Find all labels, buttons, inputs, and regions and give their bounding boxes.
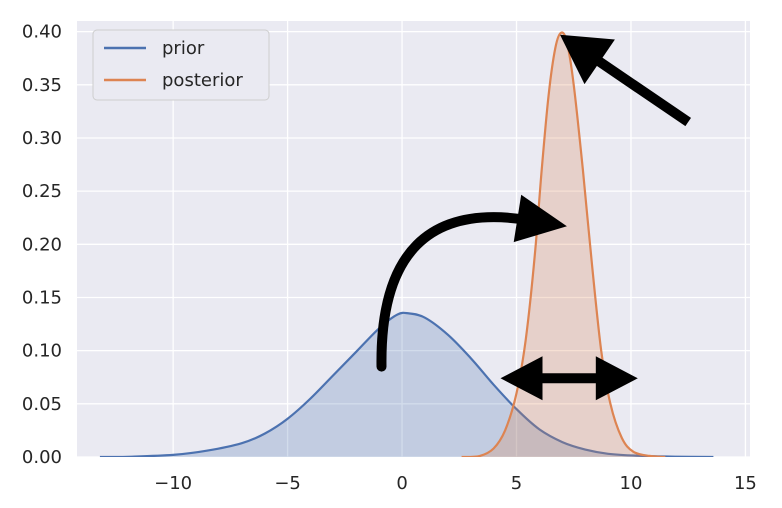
x-tick-label: 5: [511, 473, 522, 494]
tick-labels: −10 −5 0 5 10 15 0.00 0.05 0.10 0.15 0.20 0.25 0.30 0…: [22, 22, 757, 494]
annotations: [376, 34, 692, 401]
peak-arrow-shaft: [588, 52, 692, 127]
density-fill-posterior: [461, 32, 666, 457]
y-tick-label: 0.05: [22, 394, 62, 415]
x-tick-label: −10: [154, 473, 192, 494]
y-tick-label: 0.30: [22, 128, 62, 149]
y-tick-label: 0.40: [22, 22, 62, 43]
curved-arrow-head: [513, 194, 567, 243]
legend-label-prior: prior: [162, 38, 205, 59]
density-line-prior: [99, 311, 714, 457]
density-fill-prior: [99, 312, 714, 457]
y-tick-label: 0.25: [22, 181, 62, 202]
y-tick-label: 0.00: [22, 447, 62, 468]
x-tick-label: 0: [396, 473, 407, 494]
y-tick-label: 0.35: [22, 75, 62, 96]
legend-label-posterior: posterior: [162, 70, 243, 91]
curved-arrow-shaft: [376, 212, 533, 372]
spread-arrow-head-left: [500, 356, 543, 401]
x-tick-label: 15: [734, 473, 757, 494]
y-tick-label: 0.20: [22, 234, 62, 255]
x-tick-label: −5: [274, 473, 301, 494]
legend: prior posterior: [92, 29, 270, 101]
density-areas: [99, 31, 714, 457]
y-tick-label: 0.10: [22, 341, 62, 362]
density-line-posterior: [461, 31, 666, 457]
spread-arrow-head-right: [595, 356, 638, 401]
y-tick-label: 0.15: [22, 287, 62, 308]
x-tick-label: 10: [620, 473, 643, 494]
peak-arrow-head: [560, 34, 615, 85]
